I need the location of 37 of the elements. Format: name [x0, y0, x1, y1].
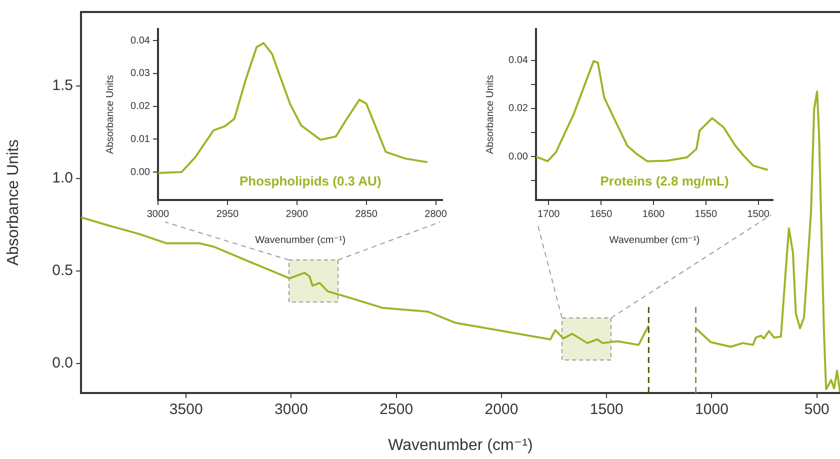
x-tick-label: 1500 — [747, 208, 770, 220]
y-tick-label: 1.5 — [52, 77, 73, 94]
y-tick-label: 0.04 — [130, 35, 150, 46]
series-label: Proteins (2.8 mg/mL) — [600, 174, 729, 189]
y-tick-label: 0.04 — [508, 55, 528, 66]
x-tick-label: 3000 — [274, 401, 308, 418]
x-tick-label: 2000 — [484, 401, 518, 418]
x-axis-title: Wavenumber (cm⁻¹) — [255, 234, 346, 246]
x-tick-label: 2950 — [216, 208, 240, 220]
x-tick-label: 2900 — [286, 208, 308, 220]
x-tick-label: 3000 — [146, 208, 170, 220]
x-axis-title: Wavenumber (cm⁻¹) — [609, 234, 700, 246]
y-tick-label: 0.5 — [52, 262, 73, 280]
x-tick-label: 3500 — [169, 401, 203, 418]
x-tick-label: 2800 — [424, 208, 448, 220]
y-tick-label: 0.02 — [508, 103, 528, 114]
y-tick-label: 0.03 — [130, 68, 150, 80]
x-tick-label: 2500 — [380, 401, 414, 418]
x-tick-label: 1000 — [695, 401, 728, 418]
y-tick-label: 0.02 — [130, 101, 150, 112]
y-axis-title: Absorbance Units — [104, 75, 116, 154]
series-label: Phospholipids (0.3 AU) — [239, 174, 382, 189]
y-tick-label: 0.01 — [130, 134, 150, 145]
x-tick-label: 1550 — [694, 208, 718, 220]
x-tick-label: 500 — [804, 401, 830, 418]
x-tick-label: 1650 — [590, 208, 613, 220]
x-tick-label: 1500 — [590, 401, 624, 418]
y-axis-title: Absorbance Units — [484, 75, 496, 154]
y-tick-label: 0.00 — [130, 166, 150, 178]
x-tick-label: 1600 — [642, 208, 666, 220]
y-axis-title: Absorbance Units — [5, 139, 22, 266]
x-tick-label: 1700 — [537, 208, 560, 220]
x-axis-title: Wavenumber (cm⁻¹) — [388, 436, 533, 454]
y-tick-label: 1.0 — [52, 170, 73, 187]
y-tick-label: 0.00 — [508, 151, 528, 162]
x-tick-label: 2850 — [355, 208, 378, 220]
y-tick-label: 0.0 — [52, 354, 73, 372]
